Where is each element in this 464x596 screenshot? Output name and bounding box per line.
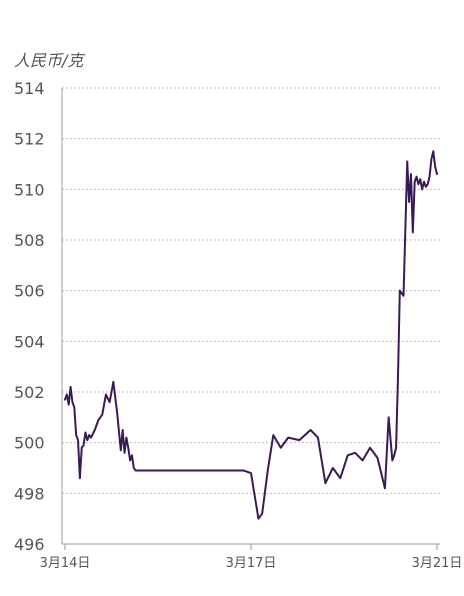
- y-tick-label: 510: [14, 180, 45, 199]
- y-tick-label: 498: [14, 484, 45, 503]
- y-tick-label: 508: [14, 231, 45, 250]
- y-tick-label: 504: [14, 332, 45, 351]
- y-tick-label: 496: [14, 535, 45, 554]
- y-tick-label: 506: [14, 282, 45, 301]
- x-tick-label: 3月17日: [226, 556, 277, 571]
- y-tick-label: 500: [14, 434, 45, 453]
- x-tick-label: 3月14日: [40, 556, 91, 571]
- x-tick-label: 3月21日: [412, 556, 463, 571]
- y-tick-label: 512: [14, 130, 45, 149]
- series-group: [64, 150, 438, 520]
- gridlines: [62, 87, 440, 494]
- x-axis-ticks: 3月14日 3月17日 3月21日: [40, 544, 463, 571]
- y-tick-label: 514: [14, 79, 45, 98]
- y-tick-label: 502: [14, 383, 45, 402]
- y-axis-unit-label: 人民币/克: [14, 51, 85, 70]
- price-series-line: [64, 150, 438, 520]
- y-axis-ticks: 496 498 500 502 504 506 508 510 512 514: [14, 79, 45, 554]
